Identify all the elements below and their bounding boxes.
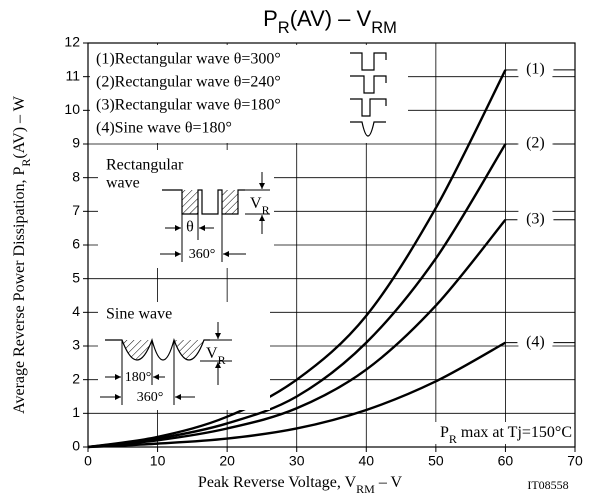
dimension [160,214,246,262]
y-tick-label: 7 [72,202,80,218]
inset-label: VR [250,195,270,217]
inset-label: Rectangular [106,157,184,174]
y-axis-label: Average Reverse Power Dissipation, PR(AV… [11,95,33,414]
series-line [87,341,507,449]
annotation-box [385,422,573,444]
y-tick-label: 8 [72,168,80,184]
text-part: RM [356,482,375,496]
inset-label: 360° [189,247,216,262]
inset-label: 180° [125,370,152,385]
y-tick-label: 1 [72,404,80,420]
text-part: R [19,159,33,167]
series-label: (3) [526,210,545,227]
x-tick-label: 60 [498,453,514,469]
text-part: R [449,432,457,446]
wave [105,338,210,361]
y-tick-label: 9 [72,135,80,151]
inset-label: wave [106,175,140,192]
series-line [87,218,507,449]
legend-icons [350,52,387,137]
x-tick-label: 70 [567,453,583,469]
x-tick-label: 50 [428,453,444,469]
x-tick-label: 40 [358,453,374,469]
text-part: P [440,424,449,441]
text-part: max at Tj=150°C [457,424,572,441]
series-label: (1) [526,61,545,78]
y-tick-label: 11 [65,67,80,83]
label-bg [518,134,553,154]
y-tick-label: 10 [64,101,80,117]
chart-title: PR(AV) – VRM [263,6,397,38]
legend-entry: (4)Sine wave θ=180° [96,120,232,137]
title-part: P [263,6,278,31]
label-bg [518,209,553,230]
label-bg [518,332,553,353]
y-tick-label: 5 [72,269,80,285]
inset-label: Sine wave [106,306,172,323]
title-part: (AV) – V [290,6,372,31]
hatch [182,190,198,214]
text-part: Average Reverse Power Dissipation, P [11,167,28,414]
y-tick-label: 3 [72,337,80,353]
text-part: – V [375,474,403,491]
dimension [100,340,195,405]
title-part: R [278,19,290,37]
curves: (1) (2) (3) (4) [87,59,575,449]
x-tick-label: 0 [84,453,92,469]
y-tick-label: 4 [72,303,80,319]
x-tick-label: 10 [150,453,166,469]
legend-entry: (2)Rectangular wave θ=240° [96,74,281,91]
x-axis-label: Peak Reverse Voltage, VRM – V [198,474,403,496]
title-part: RM [371,19,397,37]
text-part: Peak Reverse Voltage, V [198,474,357,491]
y-tick-label: 0 [72,438,80,454]
figure-code: IT08558 [527,478,568,492]
text-part: V [250,195,262,212]
legend-entry: (1)Rectangular wave θ=300° [96,51,281,68]
text-part: (AV) – W [11,95,28,158]
text-part: V [206,345,218,362]
legend-box [90,45,408,143]
legend-entry: (3)Rectangular wave θ=180° [96,97,281,114]
inset-label: VR [206,345,226,367]
text-part: R [218,353,226,367]
y-tick-label: 6 [72,236,80,252]
inset-label: θ [186,219,194,236]
plot-frame [87,42,576,448]
x-tick-label: 20 [219,453,235,469]
series-line [87,143,507,449]
y-tick-label: 12 [64,34,80,50]
series-label: (2) [526,135,545,152]
wave [162,189,245,215]
series-line [87,69,507,449]
annotation: PR max at Tj=150°C [440,424,572,446]
text-part: R [262,203,270,217]
series-label: (4) [526,333,545,350]
label-bg [518,59,553,80]
x-tick-label: 30 [289,453,305,469]
inset-label: 360° [137,390,164,405]
y-tick-label: 2 [72,370,80,386]
hatch [222,190,238,214]
